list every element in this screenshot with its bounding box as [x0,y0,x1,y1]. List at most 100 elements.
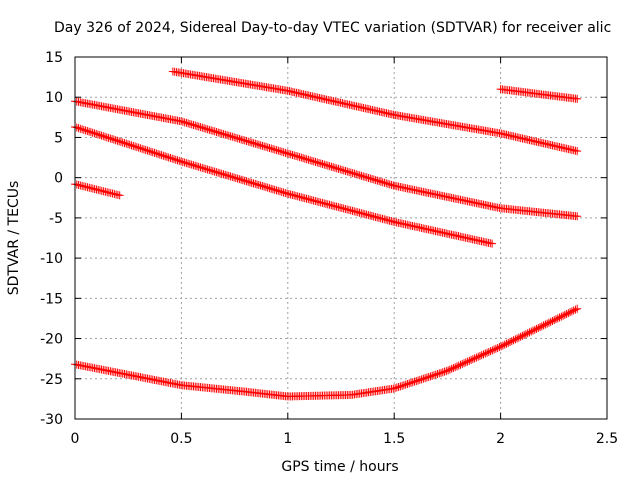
data-point [573,147,582,156]
data-point [231,133,240,142]
data-point [219,130,228,139]
data-point [182,118,191,127]
data-point [352,170,361,179]
data-point [90,129,99,138]
y-tick-label: -30 [40,412,63,428]
data-point [256,141,265,150]
data-point [238,135,247,144]
data-point [85,127,94,136]
data-point [157,151,166,160]
data-point [537,322,546,331]
data-point [187,160,196,169]
data-point [205,125,214,134]
data-point [230,173,239,182]
data-point [237,135,246,144]
data-point [116,137,125,146]
data-point [327,162,336,171]
data-point [502,339,511,348]
data-point [267,184,276,193]
series-track-2 [71,122,497,248]
data-point [154,149,163,158]
data-point [272,146,281,155]
data-point [350,169,359,178]
data-point [410,377,419,386]
data-point [193,122,202,131]
data-point [362,173,371,182]
data-point [221,170,230,179]
data-point [132,143,141,152]
data-point [274,186,283,195]
data-point [383,179,392,188]
data-point [560,310,569,319]
data-point [251,139,260,148]
data-point [148,148,157,157]
data-point [131,142,140,151]
data-point [484,347,493,356]
data-point [559,311,568,320]
data-point [260,182,269,191]
series-track-4 [168,67,582,156]
data-point [115,137,124,146]
data-point [461,358,470,367]
data-point [72,123,81,132]
data-point [177,157,186,166]
data-point [93,130,102,139]
data-point [263,183,272,192]
x-tick-label: 0 [71,431,80,447]
data-point [336,165,345,174]
data-point [238,176,247,185]
data-point [460,359,469,368]
data-point [261,142,270,151]
data-point [468,355,477,364]
data-point [83,127,92,136]
data-point [276,147,285,156]
y-tick-label: -10 [40,251,63,267]
data-point [483,348,492,357]
data-point [518,331,527,340]
data-point [382,179,391,188]
data-point [440,367,449,376]
y-axis-label: SDTVAR / TECUs [6,181,22,296]
data-point [277,147,286,156]
data-point [141,145,150,154]
data-point [497,342,506,351]
data-point [106,134,115,143]
data-point [373,176,382,185]
data-point [184,159,193,168]
data-point [429,371,438,380]
data-point [187,120,196,129]
data-point [152,149,161,158]
data-point [111,136,120,145]
data-point [357,171,366,180]
data-point [309,157,318,166]
data-point [396,382,405,391]
data-point [200,124,209,133]
data-point [162,152,171,161]
data-point [481,349,490,358]
data-point [134,143,143,152]
data-point [228,132,237,141]
data-point [212,168,221,177]
data-point [231,174,240,183]
data-point [256,181,265,190]
data-point [359,172,368,181]
data-point [341,167,350,175]
data-point [249,139,258,148]
data-point [445,365,454,374]
data-point [534,323,543,332]
data-point [155,150,164,159]
data-point [263,143,272,152]
data-point [304,155,313,164]
data-point [265,144,274,153]
data-point [426,372,435,381]
data-point [378,178,387,187]
data-point [244,177,253,186]
data-point [553,314,562,323]
data-point [495,343,504,352]
data-point [247,138,256,147]
data-point [470,354,479,363]
data-point [203,165,212,174]
data-point [86,128,95,137]
data-point [222,171,231,180]
data-point [161,152,170,161]
